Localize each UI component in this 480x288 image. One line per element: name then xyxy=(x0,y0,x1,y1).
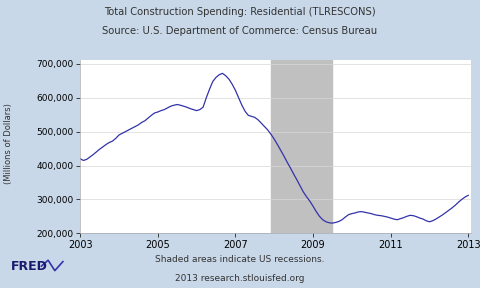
Text: 2013 research.stlouisfed.org: 2013 research.stlouisfed.org xyxy=(175,274,305,283)
Text: FRED: FRED xyxy=(11,259,48,273)
Text: Shaded areas indicate US recessions.: Shaded areas indicate US recessions. xyxy=(155,255,325,264)
Text: Source: U.S. Department of Commerce: Census Bureau: Source: U.S. Department of Commerce: Cen… xyxy=(102,26,378,37)
Text: Total Construction Spending: Residential (TLRESCONS): Total Construction Spending: Residential… xyxy=(104,7,376,17)
Text: (Millions of Dollars): (Millions of Dollars) xyxy=(4,104,13,184)
Bar xyxy=(271,60,333,233)
